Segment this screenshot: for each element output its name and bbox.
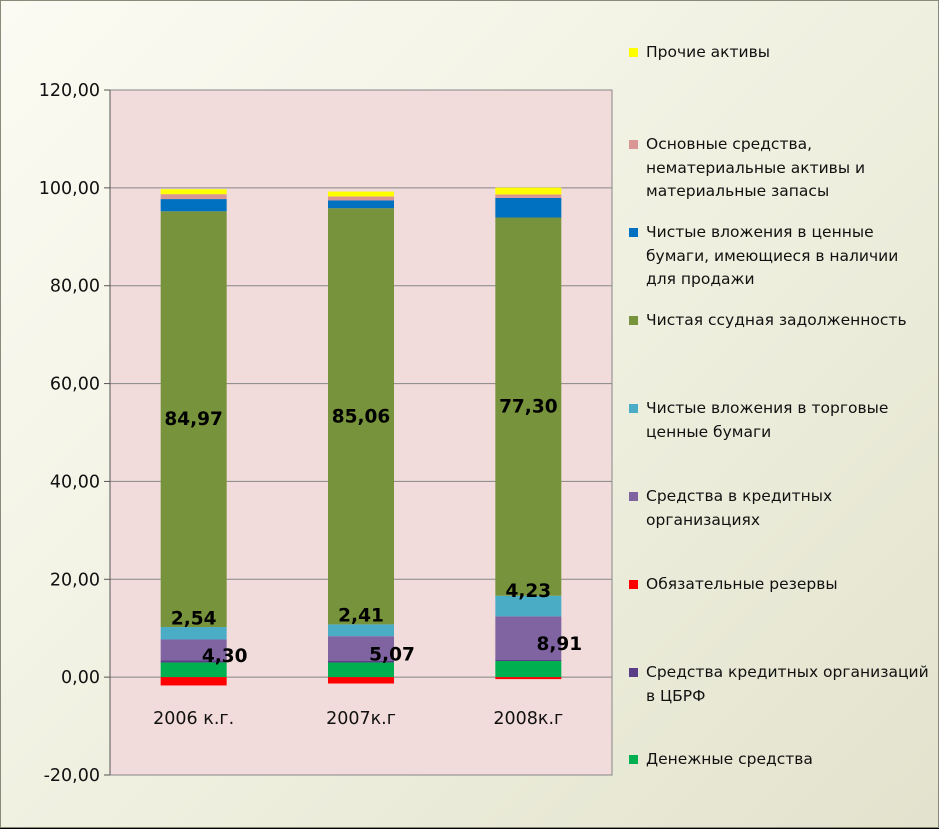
bar-segment	[495, 197, 562, 218]
bar-segment	[495, 187, 562, 195]
legend-label: Средства кредитных организаций в ЦБРФ	[646, 663, 929, 705]
legend-swatch	[629, 668, 638, 677]
y-tick-label: -20,00	[44, 766, 100, 786]
data-label: 4,23	[506, 581, 552, 602]
legend-label: Прочие активы	[646, 43, 771, 61]
legend-swatch	[629, 228, 638, 237]
bar-segment	[495, 616, 562, 661]
y-tick-label: 0,00	[61, 668, 100, 688]
bar-segment	[160, 199, 227, 212]
data-label: 77,30	[499, 397, 558, 418]
bar-segment	[160, 627, 227, 640]
bar-segment	[328, 636, 394, 661]
y-tick-label: 80,00	[50, 277, 100, 297]
bar-segment	[160, 660, 227, 663]
x-category-label: 2007к.г	[326, 709, 396, 729]
data-label: 85,06	[332, 406, 391, 427]
y-tick-label: 20,00	[50, 570, 100, 590]
legend-swatch	[629, 48, 638, 57]
bar-segment	[328, 660, 394, 663]
bar-segment	[495, 217, 562, 596]
x-category-label: 2008к.г	[493, 709, 563, 729]
legend-label: Денежные средства	[646, 750, 813, 768]
data-label: 5,07	[369, 645, 415, 666]
legend-swatch	[629, 580, 638, 589]
bar-segment	[495, 660, 562, 678]
legend-label: Средства в кредитных организациях	[646, 487, 833, 529]
legend-swatch	[629, 755, 638, 764]
legend-swatch	[629, 492, 638, 501]
y-tick-label: 40,00	[50, 472, 100, 492]
bar-segment	[160, 677, 227, 686]
bar-segment	[160, 211, 227, 628]
bar-segment	[160, 189, 227, 195]
bar-segment	[495, 677, 562, 680]
legend-label: Обязательные резервы	[646, 575, 838, 593]
data-label: 4,30	[202, 646, 248, 667]
x-category-label: 2006 к.г.	[153, 709, 234, 729]
y-axis: -20,00 0,00 20,00 40,00 60,00 80,00 100,00 120,…	[39, 81, 111, 786]
bar-segment	[160, 662, 227, 678]
data-label: 84,97	[164, 409, 223, 430]
bar-segment	[495, 595, 562, 617]
bar-segment	[328, 196, 394, 201]
bar-segment	[160, 639, 227, 661]
x-axis-labels: 2006 к.г. 2007к.г 2008к.г	[153, 709, 563, 729]
bar-segment	[495, 194, 562, 198]
bar-segment	[328, 677, 394, 684]
data-label: 8,91	[537, 634, 583, 655]
legend-label: Чистые вложения в торговые ценные бумаги	[646, 399, 889, 441]
legend-swatch	[629, 404, 638, 413]
legend-swatch	[629, 140, 638, 149]
y-tick-label: 60,00	[50, 375, 100, 395]
legend-label: Основные средства, нематериальные активы…	[646, 135, 866, 200]
bar-segment	[328, 624, 394, 637]
bar-segment	[495, 660, 562, 661]
y-tick-label: 120,00	[39, 81, 100, 101]
legend-label: Чистая ссудная задолженность	[646, 311, 907, 329]
bars	[160, 187, 562, 686]
legend-swatch	[629, 316, 638, 325]
bar-segment	[328, 200, 394, 209]
data-label: 2,54	[171, 608, 217, 629]
bar-segment	[328, 662, 394, 678]
data-labels: 84,97 85,06 77,30 2,54 2,41 4,23 4,30 5,07 8,91	[164, 397, 582, 667]
bar-segment	[328, 208, 394, 625]
bar-segment	[160, 194, 227, 200]
bar-segment	[328, 191, 394, 197]
y-tick-label: 100,00	[39, 179, 100, 199]
legend-label: Чистые вложения в ценные бумаги, имеющие…	[646, 223, 899, 288]
data-label: 2,41	[338, 605, 384, 626]
